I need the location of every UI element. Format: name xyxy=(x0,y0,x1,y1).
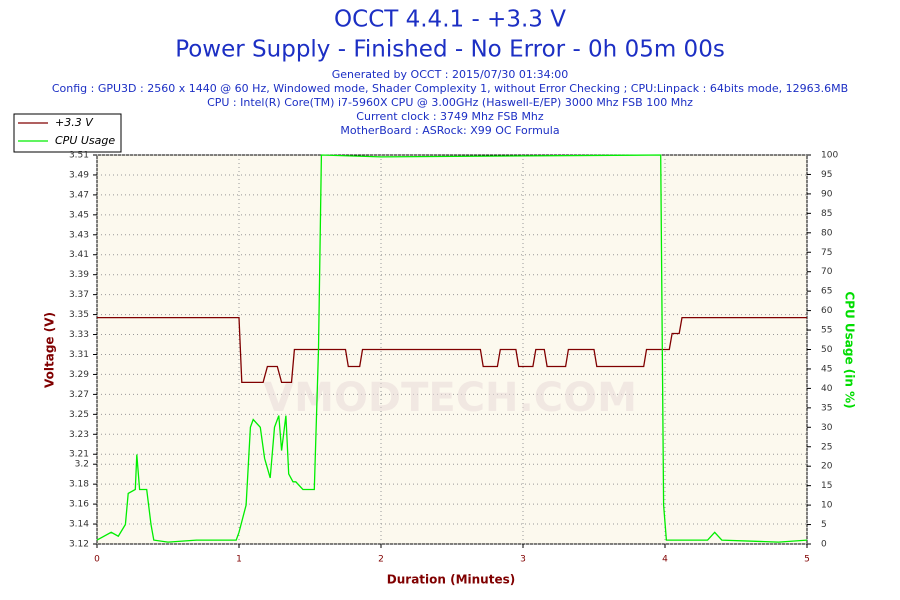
x-tick-label: 3 xyxy=(520,555,526,565)
y2-tick-label: 95 xyxy=(821,170,832,180)
chart-subtitle: Power Supply - Finished - No Error - 0h … xyxy=(175,37,725,63)
legend-label: +3.3 V xyxy=(55,116,94,129)
y2-tick-label: 50 xyxy=(821,345,833,355)
info-line: MotherBoard : ASRock: X99 OC Formula xyxy=(340,124,559,137)
y2-tick-label: 75 xyxy=(821,248,832,258)
y-tick-label: 3.37 xyxy=(69,290,89,300)
y2-axis-label: CPU Usage (in %) xyxy=(843,291,857,408)
info-line: Config : GPU3D : 2560 x 1440 @ 60 Hz, Wi… xyxy=(52,82,848,95)
y-tick-label: 3.2 xyxy=(75,460,89,470)
y-tick-label: 3.18 xyxy=(69,480,89,490)
x-tick-label: 2 xyxy=(378,555,384,565)
y2-tick-label: 65 xyxy=(821,287,832,297)
data-line xyxy=(96,154,808,543)
y-tick-label: 3.49 xyxy=(69,170,89,180)
y-tick-label: 3.39 xyxy=(69,270,89,280)
y-tick-label: 3.14 xyxy=(69,520,89,530)
x-tick-label: 4 xyxy=(662,555,668,565)
y2-tick-label: 80 xyxy=(821,228,833,238)
legend-box xyxy=(13,113,122,153)
y-tick-label: 3.45 xyxy=(69,210,89,220)
y2-tick-label: 45 xyxy=(821,364,832,374)
y-tick-label: 3.41 xyxy=(69,250,89,260)
y2-tick-label: 20 xyxy=(821,462,833,472)
y-axis-label: Voltage (V) xyxy=(43,312,57,388)
y2-tick-label: 70 xyxy=(821,267,833,277)
y-tick-label: 3.12 xyxy=(69,540,89,550)
y2-tick-label: 30 xyxy=(821,423,833,433)
y-tick-label: 3.29 xyxy=(69,370,89,380)
info-lines: Generated by OCCT : 2015/07/30 01:34:00C… xyxy=(52,68,848,137)
y-tick-label: 3.16 xyxy=(69,500,89,510)
y-tick-label: 3.35 xyxy=(69,310,89,320)
y-tick-label: 3.43 xyxy=(69,230,89,240)
y2-tick-label: 40 xyxy=(821,384,833,394)
x-axis-label: Duration (Minutes) xyxy=(387,573,515,587)
legend-label: CPU Usage xyxy=(55,134,115,147)
y2-tick-label: 85 xyxy=(821,209,832,219)
y-tick-label: 3.23 xyxy=(69,430,89,440)
x-tick-label: 5 xyxy=(804,555,810,565)
y2-tick-label: 0 xyxy=(821,540,827,550)
chart-title: OCCT 4.4.1 - +3.3 V xyxy=(334,7,566,33)
y2-tick-label: 5 xyxy=(821,520,827,530)
info-line: Generated by OCCT : 2015/07/30 01:34:00 xyxy=(332,68,569,81)
y-tick-label: 3.27 xyxy=(69,390,89,400)
y-tick-label: 3.31 xyxy=(69,350,89,360)
y2-tick-label: 10 xyxy=(821,501,833,511)
y-tick-label: 3.21 xyxy=(69,450,89,460)
y-tick-label: 3.33 xyxy=(69,330,89,340)
y-tick-label: 3.47 xyxy=(69,190,89,200)
y2-tick-label: 25 xyxy=(821,442,832,452)
data-line xyxy=(97,316,807,384)
y2-tick-label: 55 xyxy=(821,326,832,336)
y2-tick-label: 60 xyxy=(821,306,833,316)
info-line: CPU : Intel(R) Core(TM) i7-5960X CPU @ 3… xyxy=(207,96,693,109)
y2-tick-label: 90 xyxy=(821,189,833,199)
y-tick-label: 3.51 xyxy=(69,151,89,161)
x-tick-label: 1 xyxy=(236,555,242,565)
y2-tick-label: 35 xyxy=(821,403,832,413)
info-line: Current clock : 3749 Mhz FSB Mhz xyxy=(356,110,544,123)
x-tick-label: 0 xyxy=(94,555,100,565)
watermark: VMODTECH.COM xyxy=(263,375,637,421)
y-tick-label: 3.25 xyxy=(69,410,89,420)
legend: +3.3 V CPU Usage xyxy=(13,113,122,153)
y2-tick-label: 15 xyxy=(821,481,832,491)
y2-tick-label: 100 xyxy=(821,151,838,161)
